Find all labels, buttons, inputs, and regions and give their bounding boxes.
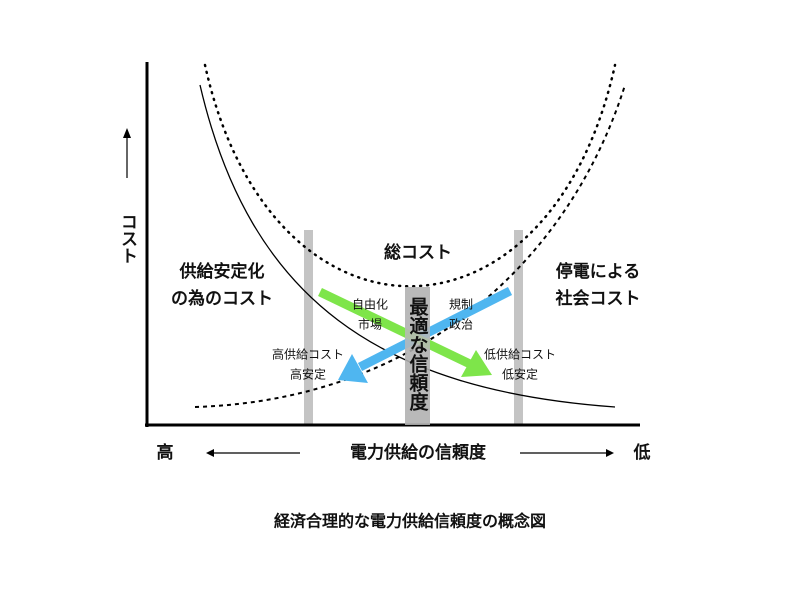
high-end-label: 高安定 (290, 367, 326, 382)
caption: 経済合理的な電力供給信頼度の概念図 (274, 512, 546, 531)
optimal-band-overlay (405, 287, 430, 425)
x-label: 電力供給の信頼度 (350, 442, 487, 463)
x-right: 低 (633, 442, 651, 463)
supply-cost-label: の為のコスト (171, 288, 273, 309)
green-arrow (318, 287, 492, 377)
low-band (514, 230, 523, 425)
low-end-label: 低安定 (502, 367, 538, 382)
optimal-label: 最適な信頼度 (407, 297, 429, 412)
high-band (304, 230, 313, 425)
blue-label: 政治 (449, 318, 473, 332)
green-label: 自由化 (352, 298, 388, 312)
supply-cost-label: 供給安定化 (179, 261, 265, 282)
supply-cost-curve (199, 84, 616, 408)
outage-cost-curve (194, 84, 626, 408)
outage-cost-label: 停電による (556, 261, 641, 282)
high-end-label: 高供給コスト (272, 347, 344, 362)
green-label: 市場 (358, 317, 382, 332)
y-label: コスト (117, 213, 137, 264)
y-arrow-head (123, 128, 131, 138)
x-left: 高 (157, 442, 174, 463)
total-cost-label: 総コスト (384, 242, 452, 263)
x-arrow-right-head (606, 449, 614, 457)
x-arrow-left-head (206, 449, 214, 457)
blue-arrow (338, 286, 513, 383)
low-end-label: 低供給コスト (484, 348, 556, 362)
outage-cost-label: 社会コスト (555, 288, 641, 309)
blue-label: 規制 (449, 297, 473, 312)
